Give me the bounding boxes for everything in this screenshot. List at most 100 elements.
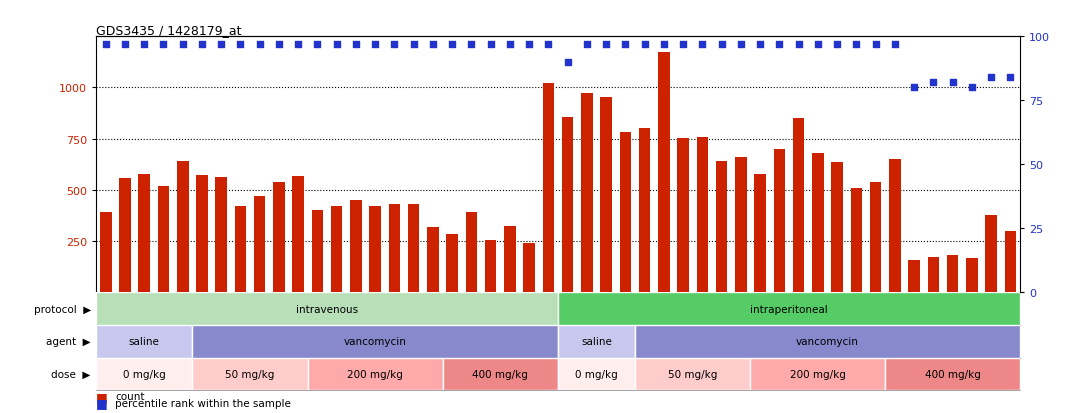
Bar [370, 207, 381, 293]
Bar [557, 293, 1020, 325]
Bar [350, 201, 362, 293]
Point [867, 42, 884, 48]
Point [675, 42, 692, 48]
Text: saline: saline [581, 337, 612, 347]
Bar [523, 244, 535, 293]
Bar [442, 358, 557, 390]
Point [713, 42, 731, 48]
Bar [600, 97, 612, 293]
Point [155, 42, 172, 48]
Bar [773, 150, 785, 293]
Bar [254, 197, 266, 293]
Text: agent  ▶: agent ▶ [46, 337, 91, 347]
Point [193, 42, 210, 48]
Point [790, 42, 807, 48]
Bar [293, 176, 304, 293]
Text: 400 mg/kg: 400 mg/kg [925, 369, 980, 379]
Point [213, 42, 230, 48]
Bar [308, 358, 442, 390]
Bar [967, 258, 977, 293]
Bar [869, 182, 881, 293]
Point [810, 42, 827, 48]
Text: intravenous: intravenous [296, 304, 358, 314]
Bar [751, 358, 885, 390]
Bar [850, 188, 862, 293]
Bar [96, 358, 192, 390]
Bar [908, 260, 920, 293]
Text: ■: ■ [96, 396, 108, 409]
Text: GDS3435 / 1428179_at: GDS3435 / 1428179_at [96, 24, 241, 37]
Point [983, 75, 1000, 81]
Bar [735, 158, 747, 293]
Bar [889, 160, 900, 293]
Bar [619, 132, 631, 293]
Bar [216, 177, 227, 293]
Text: protocol  ▶: protocol ▶ [33, 304, 91, 314]
Bar [139, 174, 150, 293]
Bar [312, 211, 324, 293]
Bar [466, 213, 477, 293]
Bar [635, 358, 751, 390]
Text: 0 mg/kg: 0 mg/kg [123, 369, 166, 379]
Point [520, 42, 537, 48]
Point [598, 42, 615, 48]
Bar [120, 178, 130, 293]
Point [848, 42, 865, 48]
Text: count: count [115, 392, 145, 401]
Point [289, 42, 307, 48]
Point [386, 42, 403, 48]
Point [501, 42, 518, 48]
Point [539, 42, 556, 48]
Point [944, 80, 961, 86]
Bar [947, 255, 958, 293]
Point [328, 42, 345, 48]
Bar [812, 154, 823, 293]
Text: 400 mg/kg: 400 mg/kg [472, 369, 529, 379]
Point [963, 85, 980, 92]
Bar [831, 163, 843, 293]
Bar [1005, 231, 1016, 293]
Text: intraperitoneal: intraperitoneal [750, 304, 828, 314]
Bar [96, 325, 192, 358]
Point [925, 80, 942, 86]
Bar [177, 162, 188, 293]
Point [424, 42, 441, 48]
Point [405, 42, 422, 48]
Point [694, 42, 711, 48]
Point [97, 42, 114, 48]
Text: 200 mg/kg: 200 mg/kg [790, 369, 846, 379]
Point [579, 42, 596, 48]
Point [829, 42, 846, 48]
Text: dose  ▶: dose ▶ [51, 369, 91, 379]
Bar [581, 93, 593, 293]
Point [462, 42, 480, 48]
Bar [754, 174, 766, 293]
Text: percentile rank within the sample: percentile rank within the sample [115, 398, 292, 408]
Bar [792, 119, 804, 293]
Text: saline: saline [129, 337, 160, 347]
Text: 0 mg/kg: 0 mg/kg [576, 369, 618, 379]
Bar [96, 293, 557, 325]
Text: 50 mg/kg: 50 mg/kg [225, 369, 274, 379]
Point [560, 59, 577, 66]
Point [771, 42, 788, 48]
Text: vancomycin: vancomycin [344, 337, 407, 347]
Bar [389, 205, 400, 293]
Point [366, 42, 383, 48]
Bar [927, 257, 939, 293]
Bar [197, 175, 208, 293]
Bar [658, 52, 670, 293]
Bar [158, 186, 169, 293]
Bar [408, 205, 420, 293]
Bar [235, 207, 247, 293]
Bar [557, 358, 635, 390]
Bar [543, 84, 554, 293]
Text: vancomycin: vancomycin [796, 337, 859, 347]
Bar [100, 213, 111, 293]
Point [733, 42, 750, 48]
Bar [639, 129, 650, 293]
Point [617, 42, 634, 48]
Bar [273, 182, 285, 293]
Bar [562, 118, 574, 293]
Point [174, 42, 191, 48]
